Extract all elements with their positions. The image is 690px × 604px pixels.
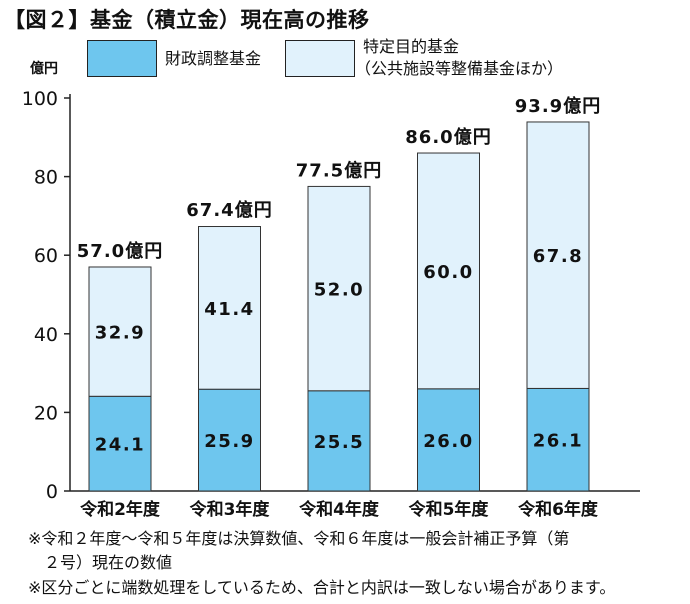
y-tick-label: 40 bbox=[34, 324, 58, 346]
bar-value-label: 67.8 bbox=[533, 246, 583, 267]
bar-value-label: 32.9 bbox=[95, 323, 145, 344]
y-tick-label: 60 bbox=[34, 245, 58, 267]
bar-value-label: 25.9 bbox=[204, 431, 254, 452]
bar-value-label: 52.0 bbox=[314, 280, 364, 301]
x-tick-label: 令和4年度 bbox=[299, 499, 380, 520]
x-tick-label: 令和5年度 bbox=[409, 499, 490, 520]
bar-total-label: 86.0億円 bbox=[405, 126, 491, 148]
bar-value-label: 26.0 bbox=[423, 431, 473, 452]
chart-title: 【図２】基金（積立金）現在高の推移 bbox=[4, 8, 370, 32]
bar-total-label: 67.4億円 bbox=[186, 199, 272, 221]
bar-segment-zaisei bbox=[526, 387, 590, 492]
bar-segment-tokutei bbox=[526, 121, 590, 389]
x-tick-label: 令和3年度 bbox=[190, 499, 271, 520]
bar-value-label: 26.1 bbox=[533, 431, 583, 452]
legend-swatch-tokutei bbox=[285, 40, 355, 77]
y-axis-unit: 億円 bbox=[30, 61, 58, 77]
bar-value-label: 25.5 bbox=[314, 432, 364, 453]
bar-segment-zaisei bbox=[307, 390, 371, 492]
bar-segment-tokutei bbox=[417, 152, 480, 390]
bar-value-label: 24.1 bbox=[95, 435, 145, 456]
legend-label-zaisei: 財政調整基金 bbox=[165, 49, 262, 68]
bar-segment-tokutei bbox=[198, 226, 261, 390]
bar-segment-tokutei bbox=[307, 185, 371, 392]
footnote-1: ※令和２年度～令和５年度は決算数値、令和６年度は一般会計補正予算（第 bbox=[28, 529, 570, 548]
footnote-2: ※区分ごとに端数処理をしているため、合計と内訳は一致しない場合があります。 bbox=[28, 578, 616, 597]
legend-label-tokutei: 特定目的基金 bbox=[363, 37, 460, 56]
x-tick-label: 令和6年度 bbox=[518, 499, 599, 520]
bar-segment-tokutei bbox=[88, 266, 152, 397]
bar-value-label: 41.4 bbox=[204, 299, 254, 320]
bar-total-label: 57.0億円 bbox=[77, 240, 163, 262]
legend-swatch-zaisei bbox=[87, 40, 157, 77]
bar-value-label: 60.0 bbox=[423, 262, 473, 283]
y-tick-label: 0 bbox=[46, 481, 58, 503]
legend-label-tokutei-sub: （公共施設等整備基金ほか） bbox=[355, 59, 564, 78]
y-tick-label: 100 bbox=[22, 88, 58, 110]
x-tick-label: 令和2年度 bbox=[80, 499, 161, 520]
bar-total-label: 77.5億円 bbox=[296, 159, 382, 181]
footnote-1-cont: ２号）現在の数値 bbox=[28, 553, 173, 572]
bar-total-label: 93.9億円 bbox=[515, 95, 601, 117]
y-tick-label: 20 bbox=[34, 402, 58, 424]
y-tick-label: 80 bbox=[34, 167, 58, 189]
bar-segment-zaisei bbox=[88, 395, 152, 492]
